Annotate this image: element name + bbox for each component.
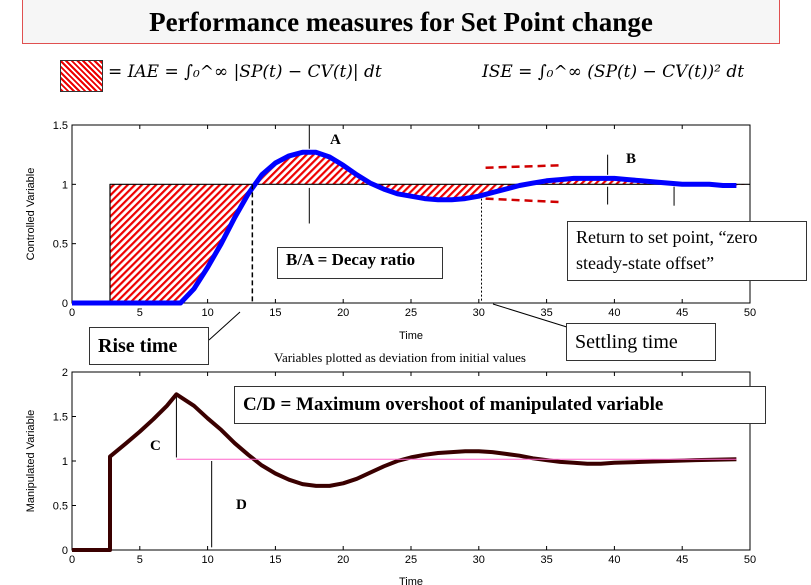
x-tick-label: 45 bbox=[676, 307, 688, 319]
x-tick-label: 45 bbox=[676, 554, 688, 566]
rise-time-box: Rise time bbox=[89, 327, 209, 365]
iae-equation: = IAE = ∫₀^∞ |SP(t) − CV(t)| dt bbox=[108, 62, 382, 82]
x-tick-label: 35 bbox=[540, 554, 552, 566]
x-tick-label: 0 bbox=[69, 307, 75, 319]
y-axis-label: Manipulated Variable bbox=[25, 410, 37, 513]
y-tick-label: 0.5 bbox=[53, 501, 68, 513]
x-tick-label: 10 bbox=[201, 307, 213, 319]
caption: Variables plotted as deviation from init… bbox=[274, 350, 526, 365]
y-tick-label: 1.5 bbox=[53, 120, 68, 132]
slide-title: Performance measures for Set Point chang… bbox=[22, 0, 780, 44]
x-tick-label: 0 bbox=[69, 554, 75, 566]
y-axis-label: Controlled Variable bbox=[25, 168, 37, 261]
settling-time-box: Settling time bbox=[566, 323, 716, 361]
x-tick-label: 30 bbox=[473, 554, 485, 566]
x-tick-label: 10 bbox=[201, 554, 213, 566]
x-axis-label: Time bbox=[399, 576, 423, 585]
return-setpoint-box: Return to set point, “zero steady-state … bbox=[567, 221, 807, 281]
y-tick-label: 1.5 bbox=[53, 412, 68, 424]
label-d: D bbox=[236, 497, 247, 513]
label-b: B bbox=[626, 151, 637, 167]
arrow-settling-time bbox=[492, 303, 571, 329]
mv-line bbox=[72, 392, 737, 552]
y-tick-label: 1 bbox=[62, 179, 68, 191]
x-tick-label: 50 bbox=[744, 307, 756, 319]
x-tick-label: 25 bbox=[405, 307, 417, 319]
y-tick-label: 1 bbox=[62, 456, 68, 468]
settling-band-upper bbox=[485, 164, 561, 169]
y-tick-label: 0 bbox=[62, 298, 68, 310]
y-tick-label: 2 bbox=[62, 367, 68, 379]
label-a: A bbox=[330, 132, 341, 148]
x-axis-label: Time bbox=[399, 330, 423, 342]
x-tick-label: 20 bbox=[337, 554, 349, 566]
x-tick-label: 40 bbox=[608, 307, 620, 319]
x-tick-label: 5 bbox=[137, 554, 143, 566]
ise-equation: ISE = ∫₀^∞ (SP(t) − CV(t))² dt bbox=[482, 62, 745, 82]
iae-hatch-swatch bbox=[60, 60, 103, 92]
x-tick-label: 40 bbox=[608, 554, 620, 566]
x-tick-label: 50 bbox=[744, 554, 756, 566]
settling-band-lower bbox=[485, 197, 561, 204]
cv-line bbox=[72, 149, 737, 306]
overshoot-box: C/D = Maximum overshoot of manipulated v… bbox=[234, 386, 766, 424]
x-tick-label: 15 bbox=[269, 307, 281, 319]
x-tick-label: 35 bbox=[540, 307, 552, 319]
x-tick-label: 30 bbox=[473, 307, 485, 319]
arrow-rise-time bbox=[208, 311, 241, 341]
y-tick-label: 0 bbox=[62, 545, 68, 557]
y-tick-label: 0.5 bbox=[53, 239, 68, 251]
label-c: C bbox=[150, 438, 161, 454]
iae-hatched-area bbox=[72, 152, 750, 303]
x-tick-label: 20 bbox=[337, 307, 349, 319]
x-tick-label: 25 bbox=[405, 554, 417, 566]
decay-ratio-box: B/A = Decay ratio bbox=[277, 247, 443, 279]
x-tick-label: 15 bbox=[269, 554, 281, 566]
x-tick-label: 5 bbox=[137, 307, 143, 319]
